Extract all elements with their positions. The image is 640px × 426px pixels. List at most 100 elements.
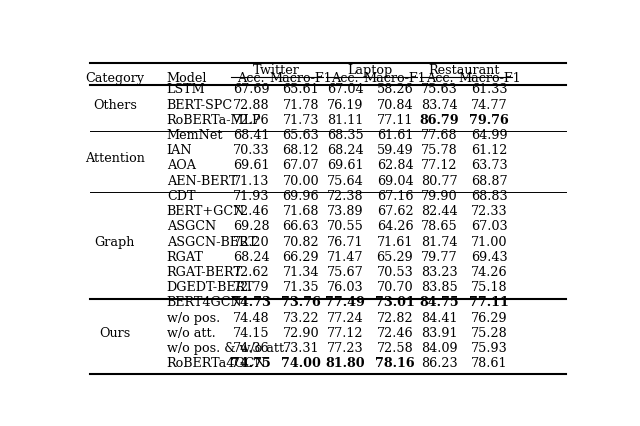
- Text: BERT+GCN: BERT+GCN: [167, 205, 245, 219]
- Text: 71.47: 71.47: [327, 250, 364, 264]
- Text: 71.13: 71.13: [233, 175, 269, 187]
- Text: 72.33: 72.33: [471, 205, 508, 219]
- Text: Twitter: Twitter: [253, 64, 300, 78]
- Text: 61.33: 61.33: [471, 83, 508, 96]
- Text: 70.70: 70.70: [377, 281, 413, 294]
- Text: w/o att.: w/o att.: [167, 327, 216, 340]
- Text: 58.26: 58.26: [376, 83, 413, 96]
- Text: 75.18: 75.18: [471, 281, 508, 294]
- Text: 74.26: 74.26: [471, 266, 508, 279]
- Text: 70.33: 70.33: [233, 144, 269, 157]
- Text: 73.31: 73.31: [282, 342, 319, 355]
- Text: 86.23: 86.23: [421, 357, 458, 370]
- Text: 71.93: 71.93: [233, 190, 269, 203]
- Text: 72.62: 72.62: [233, 266, 269, 279]
- Text: 71.34: 71.34: [282, 266, 319, 279]
- Text: 69.96: 69.96: [282, 190, 319, 203]
- Text: 68.24: 68.24: [233, 250, 269, 264]
- Text: Attention: Attention: [84, 152, 145, 165]
- Text: 64.26: 64.26: [377, 220, 413, 233]
- Text: 70.82: 70.82: [282, 236, 319, 248]
- Text: 79.76: 79.76: [469, 114, 509, 127]
- Text: 67.69: 67.69: [233, 83, 269, 96]
- Text: 75.78: 75.78: [421, 144, 458, 157]
- Text: Model: Model: [167, 72, 207, 85]
- Text: 83.85: 83.85: [421, 281, 458, 294]
- Text: 61.61: 61.61: [377, 129, 413, 142]
- Text: 81.80: 81.80: [326, 357, 365, 370]
- Text: 74.36: 74.36: [233, 342, 269, 355]
- Text: 71.00: 71.00: [471, 236, 508, 248]
- Text: 72.82: 72.82: [377, 311, 413, 325]
- Text: 78.61: 78.61: [471, 357, 508, 370]
- Text: 64.99: 64.99: [471, 129, 508, 142]
- Text: RoBERTa-MLP: RoBERTa-MLP: [167, 114, 261, 127]
- Text: 68.35: 68.35: [327, 129, 364, 142]
- Text: 74.75: 74.75: [231, 357, 271, 370]
- Text: BERT-SPC: BERT-SPC: [167, 98, 233, 112]
- Text: 73.22: 73.22: [282, 311, 319, 325]
- Text: 68.41: 68.41: [233, 129, 269, 142]
- Text: 59.49: 59.49: [376, 144, 413, 157]
- Text: 73.89: 73.89: [327, 205, 364, 219]
- Text: 84.75: 84.75: [420, 296, 460, 309]
- Text: 76.19: 76.19: [327, 98, 364, 112]
- Text: 72.38: 72.38: [327, 190, 364, 203]
- Text: 72.46: 72.46: [377, 327, 413, 340]
- Text: 74.48: 74.48: [233, 311, 269, 325]
- Text: 79.90: 79.90: [421, 190, 458, 203]
- Text: 67.03: 67.03: [471, 220, 508, 233]
- Text: Laptop: Laptop: [348, 64, 393, 78]
- Text: 78.65: 78.65: [421, 220, 458, 233]
- Text: 67.16: 67.16: [377, 190, 413, 203]
- Text: 71.68: 71.68: [282, 205, 319, 219]
- Text: w/o pos. & w/o att.: w/o pos. & w/o att.: [167, 342, 288, 355]
- Text: 68.87: 68.87: [471, 175, 508, 187]
- Text: 77.24: 77.24: [327, 311, 364, 325]
- Text: 71.73: 71.73: [282, 114, 319, 127]
- Text: 72.90: 72.90: [282, 327, 319, 340]
- Text: 77.49: 77.49: [325, 296, 365, 309]
- Text: 77.11: 77.11: [377, 114, 413, 127]
- Text: RGAT: RGAT: [167, 250, 204, 264]
- Text: 79.77: 79.77: [421, 250, 458, 264]
- Text: 72.79: 72.79: [233, 281, 269, 294]
- Text: 70.55: 70.55: [327, 220, 364, 233]
- Text: 62.84: 62.84: [377, 159, 413, 173]
- Text: 74.00: 74.00: [281, 357, 321, 370]
- Text: 83.74: 83.74: [421, 98, 458, 112]
- Text: ASGCN-BERT: ASGCN-BERT: [167, 236, 257, 248]
- Text: ASGCN: ASGCN: [167, 220, 216, 233]
- Text: 70.84: 70.84: [377, 98, 413, 112]
- Text: w/o pos.: w/o pos.: [167, 311, 220, 325]
- Text: 72.46: 72.46: [233, 205, 269, 219]
- Text: 76.29: 76.29: [471, 311, 508, 325]
- Text: 74.15: 74.15: [233, 327, 269, 340]
- Text: 75.28: 75.28: [471, 327, 508, 340]
- Text: Ours: Ours: [99, 327, 131, 340]
- Text: 81.11: 81.11: [327, 114, 364, 127]
- Text: 63.73: 63.73: [471, 159, 508, 173]
- Text: 71.35: 71.35: [282, 281, 319, 294]
- Text: Acc.: Acc.: [426, 72, 453, 85]
- Text: 75.93: 75.93: [471, 342, 508, 355]
- Text: 77.12: 77.12: [421, 159, 458, 173]
- Text: 65.61: 65.61: [282, 83, 319, 96]
- Text: 70.53: 70.53: [376, 266, 413, 279]
- Text: IAN: IAN: [167, 144, 193, 157]
- Text: 81.74: 81.74: [421, 236, 458, 248]
- Text: 70.00: 70.00: [282, 175, 319, 187]
- Text: 68.24: 68.24: [327, 144, 364, 157]
- Text: 74.73: 74.73: [231, 296, 271, 309]
- Text: Acc.: Acc.: [237, 72, 265, 85]
- Text: 78.16: 78.16: [375, 357, 415, 370]
- Text: 69.61: 69.61: [327, 159, 364, 173]
- Text: AOA: AOA: [167, 159, 196, 173]
- Text: 65.29: 65.29: [376, 250, 413, 264]
- Text: 69.28: 69.28: [233, 220, 269, 233]
- Text: AEN-BERT: AEN-BERT: [167, 175, 237, 187]
- Text: BERT4GCN: BERT4GCN: [167, 296, 243, 309]
- Text: Acc.: Acc.: [332, 72, 359, 85]
- Text: 68.12: 68.12: [282, 144, 319, 157]
- Text: 73.76: 73.76: [281, 296, 321, 309]
